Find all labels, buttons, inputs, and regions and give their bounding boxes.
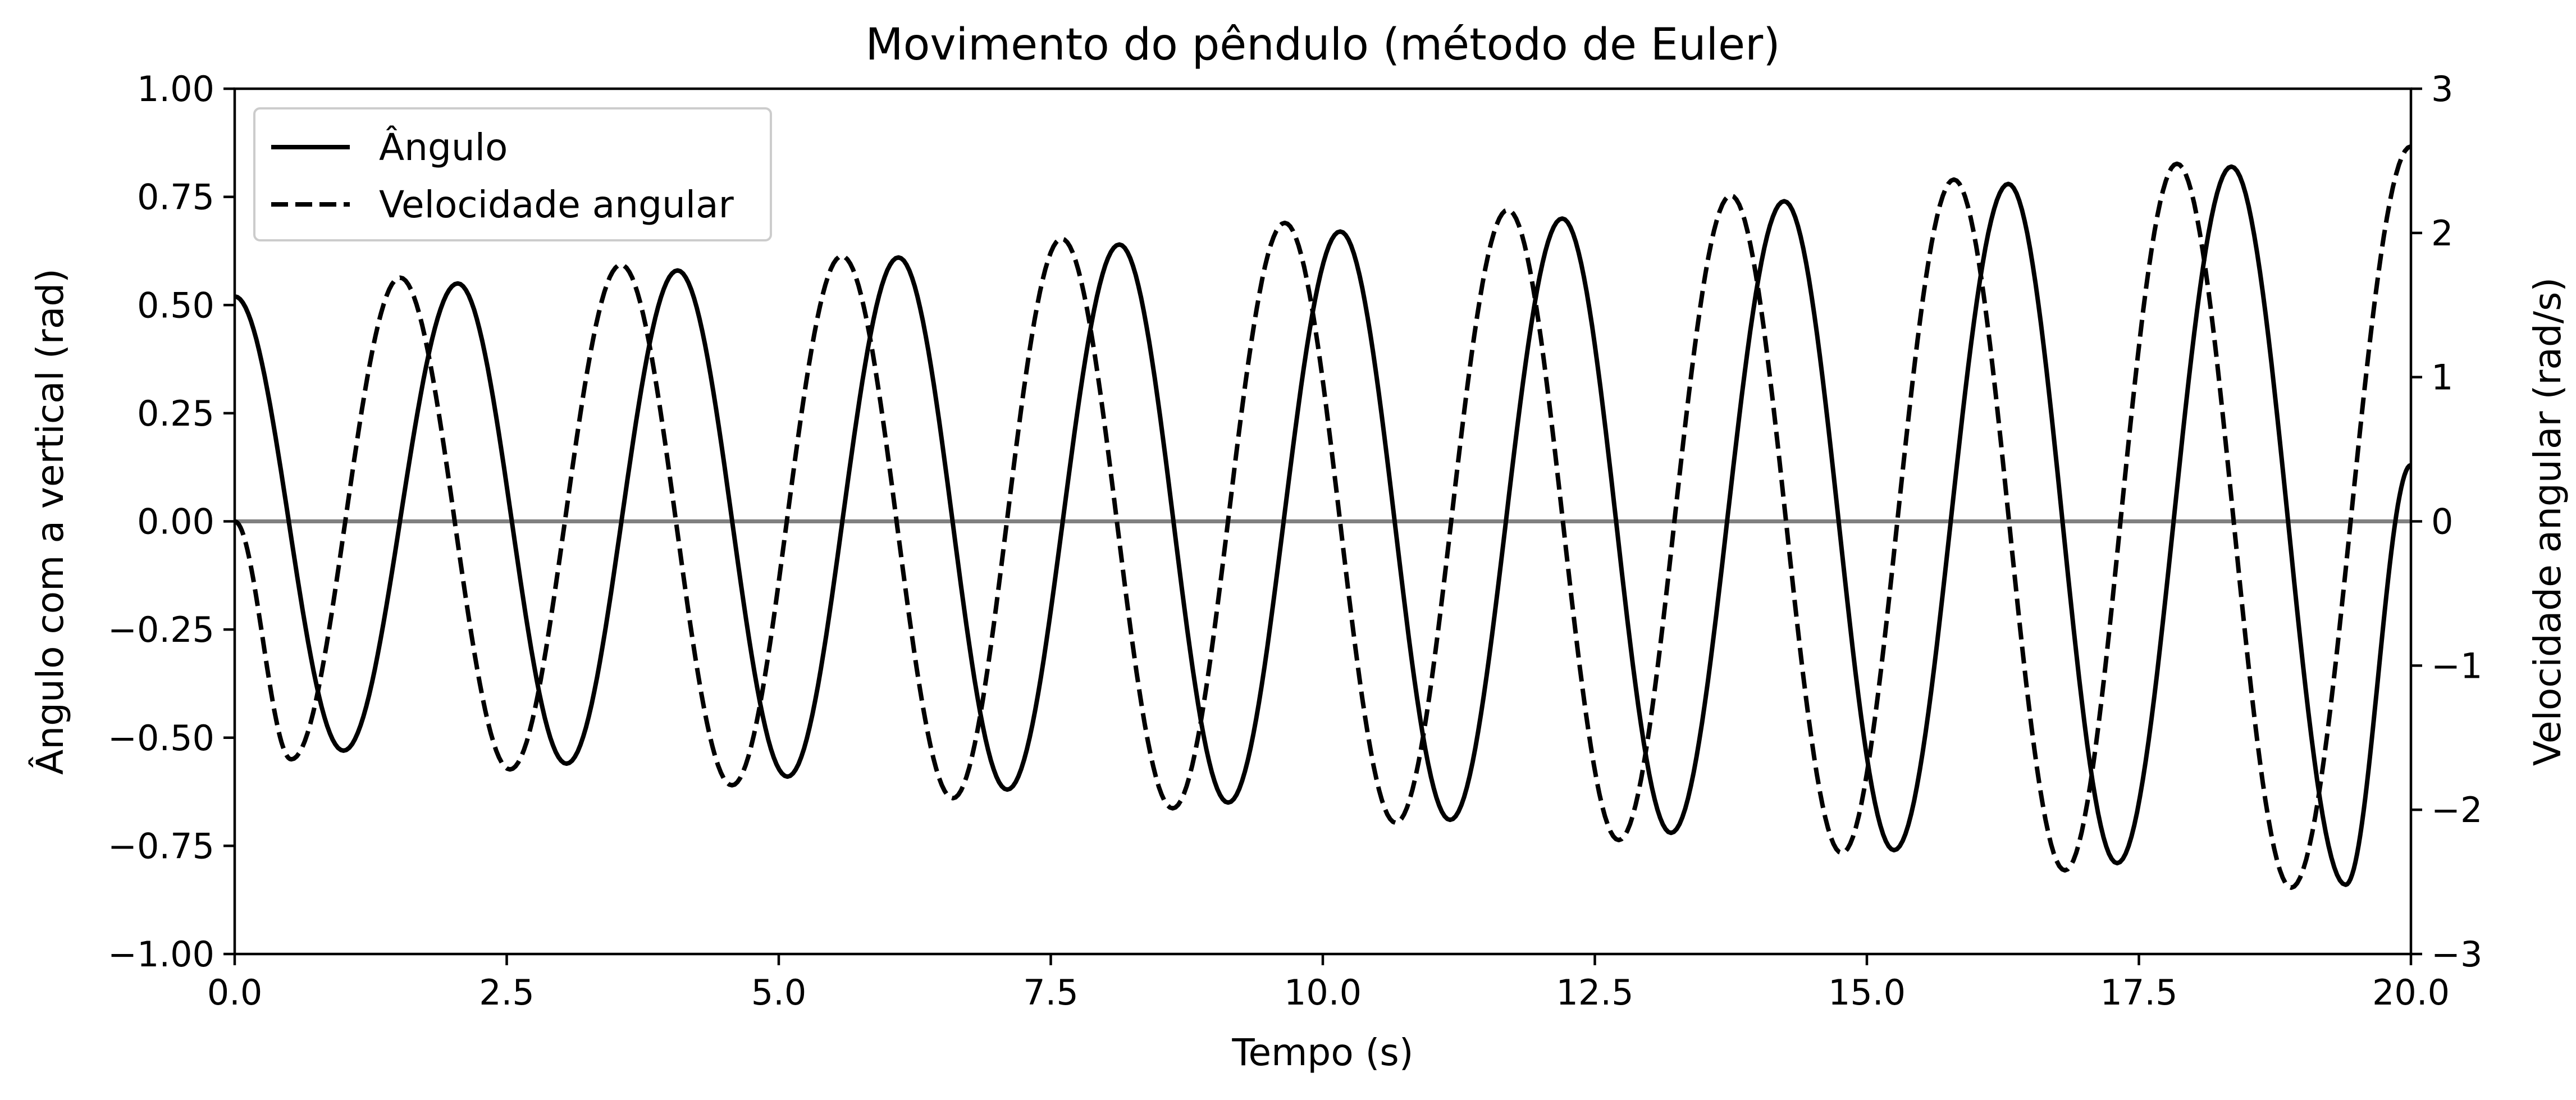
- y-left-tick-label: −0.75: [108, 825, 214, 866]
- x-tick-label: 17.5: [2100, 972, 2177, 1013]
- x-tick-label: 5.0: [751, 972, 807, 1013]
- y-left-tick-label: 0.75: [137, 177, 214, 218]
- y-axis-right: −3 −2 −1 0 1 2 3: [2411, 69, 2482, 975]
- y-left-tick-label: −0.50: [108, 718, 214, 759]
- chart-title: Movimento do pêndulo (método de Euler): [865, 20, 1780, 70]
- y-left-tick-label: 1.00: [137, 69, 214, 109]
- x-tick-label: 15.0: [1828, 972, 1906, 1013]
- y-right-tick-label: 1: [2431, 357, 2453, 398]
- legend-label-velocity: Velocidade angular: [379, 183, 734, 226]
- series-line-angle: [235, 164, 2411, 887]
- y-right-tick-label: 0: [2431, 501, 2453, 542]
- y-right-tick-label: 3: [2431, 69, 2453, 109]
- legend: Ângulo Velocidade angular: [253, 107, 772, 241]
- x-tick-label: 12.5: [1556, 972, 1633, 1013]
- y-right-tick-label: −2: [2431, 789, 2482, 830]
- x-tick-label: 10.0: [1284, 972, 1362, 1013]
- y-left-tick-label: 0.00: [137, 501, 214, 542]
- y-axis-left-label: Ângulo com a vertical (rad): [29, 268, 72, 775]
- x-axis: 0.0 2.5 5.0 7.5 10.0 12.5 15.0 17.5 20.0: [207, 954, 2450, 1013]
- x-tick-label: 0.0: [207, 972, 263, 1013]
- y-axis-left: −1.00 −0.75 −0.50 −0.25 0.00 0.25 0.50 0.75 1.00: [108, 69, 235, 975]
- legend-box: [253, 107, 772, 241]
- y-left-tick-label: 0.25: [137, 393, 214, 434]
- y-left-tick-label: 0.50: [137, 285, 214, 326]
- y-right-tick-label: 2: [2431, 213, 2453, 254]
- series-layer: [235, 144, 2411, 890]
- legend-label-angle: Ângulo: [379, 126, 508, 169]
- y-left-tick-label: −1.00: [108, 934, 214, 975]
- y-axis-right-label: Velocidade angular (rad/s): [2526, 277, 2569, 766]
- x-tick-label: 7.5: [1023, 972, 1079, 1013]
- y-right-tick-label: −3: [2431, 934, 2482, 975]
- x-axis-label: Tempo (s): [1231, 1031, 1413, 1074]
- series-line-angular-velocity: [235, 144, 2411, 890]
- y-left-tick-label: −0.25: [108, 609, 214, 650]
- y-right-tick-label: −1: [2431, 645, 2482, 686]
- x-tick-label: 20.0: [2372, 972, 2450, 1013]
- x-tick-label: 2.5: [479, 972, 535, 1013]
